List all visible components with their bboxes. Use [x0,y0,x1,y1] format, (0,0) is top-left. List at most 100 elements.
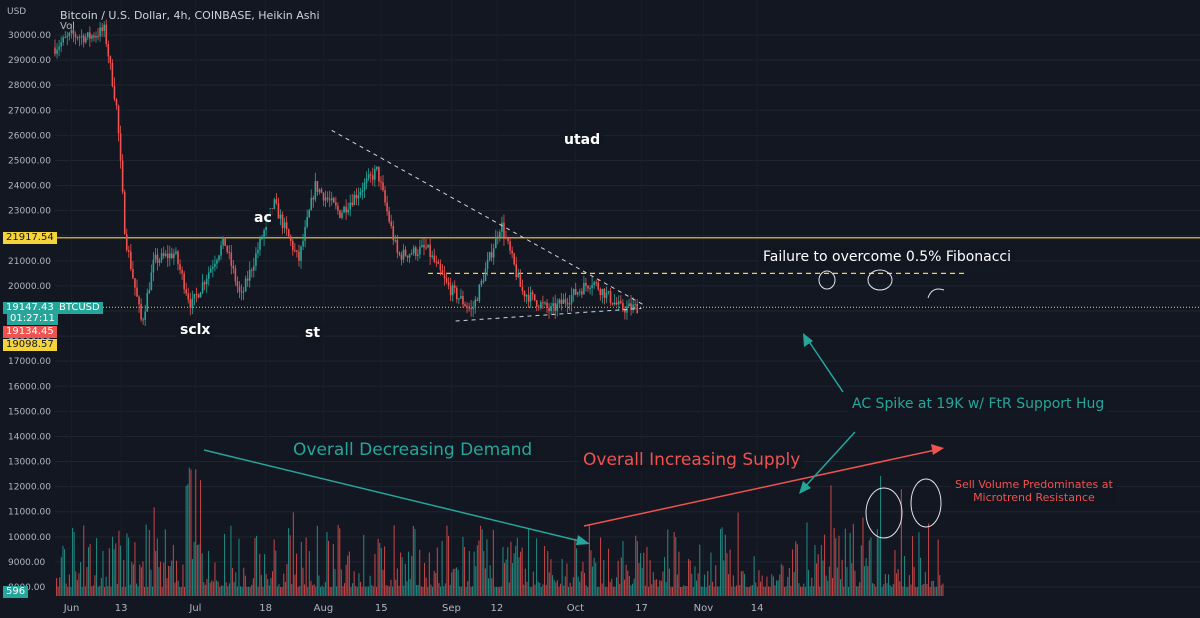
candle-body [62,37,64,43]
volume-bar [523,584,525,598]
volume-bar [190,469,192,598]
volume-bar [569,582,571,598]
volume-bar [481,529,483,598]
volume-bar [716,586,718,598]
volume-bar [684,586,686,598]
y-tick-label: 12000.00 [8,483,51,493]
volume-bar [70,587,72,598]
x-tick-label: 17 [635,603,648,614]
volume-bar [696,580,698,598]
volume-bar [836,567,838,598]
candle-body [218,255,220,261]
candle-body [316,181,319,192]
candle-body [513,253,515,265]
volume-bar [158,567,160,598]
volume-bar [865,558,867,598]
time-axis[interactable]: Jun 13 Jul 18 Aug 15 Sep 12 Oct 17 Nov 14 [0,596,1200,618]
volume-bar [60,557,62,598]
candle-body [152,259,155,273]
volume-bar [889,585,891,598]
volume-bar [404,564,406,598]
trendline[interactable] [455,307,642,322]
volume-bar [78,573,80,598]
candle-body [97,35,99,37]
volume-bar [304,584,306,598]
volume-bar [496,586,498,598]
trendline[interactable] [331,129,646,307]
volume-bar [574,538,576,598]
volume-bar [128,537,130,598]
candle-body [628,303,630,307]
volume-bar [236,586,238,598]
volume-bar [444,583,446,598]
volume-bar [793,572,795,598]
volume-bar [648,586,650,598]
volume-bar [659,580,661,598]
volume-bar [113,549,115,598]
y-tick-label: 28000.00 [8,81,51,91]
volume-bar [480,525,482,598]
candle-body [511,250,513,254]
volume-bar [457,569,459,598]
volume-bar [460,586,462,598]
volume-bar [86,567,88,598]
volume-bar [937,539,939,598]
volume-bar [345,564,347,598]
candle-body [437,261,440,264]
volume-bar [873,584,875,598]
candle-body [624,309,626,313]
candle-body [503,222,505,238]
volume-bar [422,587,424,598]
symbol-title[interactable]: Bitcoin / U.S. Dollar, 4h, COINBASE, Hei… [60,9,320,22]
volume-bar [294,574,296,598]
volume-bar [798,583,800,598]
volume-bar [841,559,843,598]
volume-bar [192,559,194,598]
candle-body [601,288,604,296]
volume-bar [425,577,427,598]
volume-bar [339,528,341,598]
volume-bar [204,584,206,598]
candle-body [244,278,247,292]
volume-bar [256,535,258,598]
volume-bar [228,583,230,598]
volume-bar [248,586,250,598]
volume-bar [126,533,128,598]
candle-body [314,181,317,200]
candle-body [429,244,431,257]
volume-bar [571,586,573,598]
volume-bar [272,571,274,598]
annotation-ac-spike: AC Spike at 19K w/ FtR Support Hug [848,395,1109,413]
volume-bar [419,549,421,598]
candle-body [164,253,167,256]
volume-bar [352,583,354,598]
candle-body [87,32,89,38]
candle-body [142,319,144,321]
volume-bar [139,564,141,598]
volume-bar [83,525,85,598]
candle-body [259,238,261,250]
candle-body [488,252,491,261]
candle-body [458,298,460,300]
volume-bar [452,569,454,598]
candle-body [197,294,200,298]
candle-body [589,287,591,289]
volume-indicator-label[interactable]: Vol [60,21,75,32]
volume-bar [336,586,338,598]
volume-bar [902,586,904,598]
volume-bar [214,562,216,598]
candle-body [363,182,366,191]
candle-body [54,47,56,54]
volume-bar [604,586,606,598]
volume-bar [148,529,150,598]
volume-bar [609,582,611,598]
volume-bar [908,575,910,598]
candle-body [611,302,614,305]
volume-bar [443,586,445,598]
volume-bar [526,581,528,598]
annotation-sell-volume: Sell Volume Predominates at Microtrend R… [951,477,1117,505]
volume-bar [278,584,280,598]
volume-bar [473,551,475,598]
annotation-st: st [301,324,325,342]
